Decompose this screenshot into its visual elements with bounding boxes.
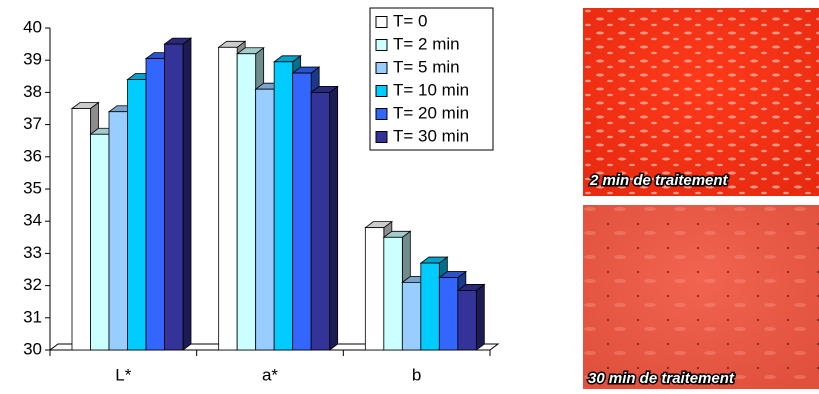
legend-label: T= 2 min xyxy=(393,34,460,53)
legend-label: T= 20 min xyxy=(393,103,469,122)
image-caption: 2 min de traitement xyxy=(589,172,729,189)
y-tick-label: 30 xyxy=(23,339,42,358)
bar xyxy=(383,236,403,351)
bar xyxy=(108,111,128,351)
y-tick-label: 37 xyxy=(23,114,42,133)
y-tick-label: 31 xyxy=(23,307,42,326)
legend-swatch xyxy=(375,39,388,51)
bar-3d xyxy=(309,85,339,351)
bar xyxy=(127,79,147,351)
bar xyxy=(90,133,110,351)
y-tick-label: 35 xyxy=(23,178,42,197)
bar xyxy=(164,43,184,351)
legend: T= 0 T= 2 min T= 5 min T= 10 min T= 20 min T=… xyxy=(369,7,494,151)
legend-box xyxy=(369,7,494,151)
legend-swatch xyxy=(375,62,388,74)
legend-label: T= 0 xyxy=(393,11,428,30)
bar xyxy=(71,108,91,351)
bar xyxy=(255,88,275,351)
x-tick-label: b xyxy=(412,365,421,384)
bar xyxy=(292,72,312,351)
y-tick-label: 33 xyxy=(23,243,42,262)
bar-3d xyxy=(456,283,486,351)
y-tick-label: 32 xyxy=(23,275,42,294)
bar xyxy=(218,46,238,351)
legend-label: T= 5 min xyxy=(393,57,460,76)
bar-side xyxy=(182,37,192,351)
y-tick-label: 40 xyxy=(23,17,42,36)
y-tick-label: 39 xyxy=(23,50,42,69)
legend-swatch xyxy=(375,131,388,143)
bar xyxy=(364,227,385,351)
image-caption: 30 min de traitement xyxy=(588,370,735,387)
legend-swatch xyxy=(375,85,388,97)
x-tick-label: L* xyxy=(115,365,131,384)
bar xyxy=(273,61,294,351)
bar xyxy=(420,262,440,351)
bar-side xyxy=(475,283,485,351)
legend-label: T= 30 min xyxy=(393,126,469,145)
x-tick-label: a* xyxy=(262,365,278,384)
y-tick-label: 34 xyxy=(23,211,42,230)
bar-side xyxy=(329,85,339,351)
bar xyxy=(236,53,257,351)
bar xyxy=(310,92,331,351)
y-tick-label: 36 xyxy=(23,146,42,165)
legend-swatch xyxy=(375,108,388,120)
bar xyxy=(145,58,165,351)
bar xyxy=(401,281,422,351)
legend-label: T= 10 min xyxy=(393,80,469,99)
y-tick-label: 38 xyxy=(23,82,42,101)
legend-swatch xyxy=(375,16,388,28)
bar xyxy=(457,290,477,351)
bar-3d xyxy=(163,37,193,351)
photo-1: 2 min de traitement xyxy=(583,8,819,196)
photo-2: 30 min de traitement xyxy=(583,205,819,389)
bar xyxy=(438,277,459,351)
